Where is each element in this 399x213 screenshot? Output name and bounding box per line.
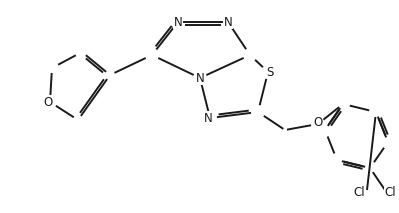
Text: N: N [174, 16, 182, 29]
Text: N: N [203, 111, 212, 125]
Text: O: O [313, 117, 323, 130]
Text: S: S [266, 66, 274, 79]
Text: N: N [223, 16, 232, 29]
Text: Cl: Cl [384, 187, 396, 200]
Text: N: N [196, 72, 204, 85]
Text: Cl: Cl [353, 187, 365, 200]
Text: O: O [43, 95, 53, 108]
